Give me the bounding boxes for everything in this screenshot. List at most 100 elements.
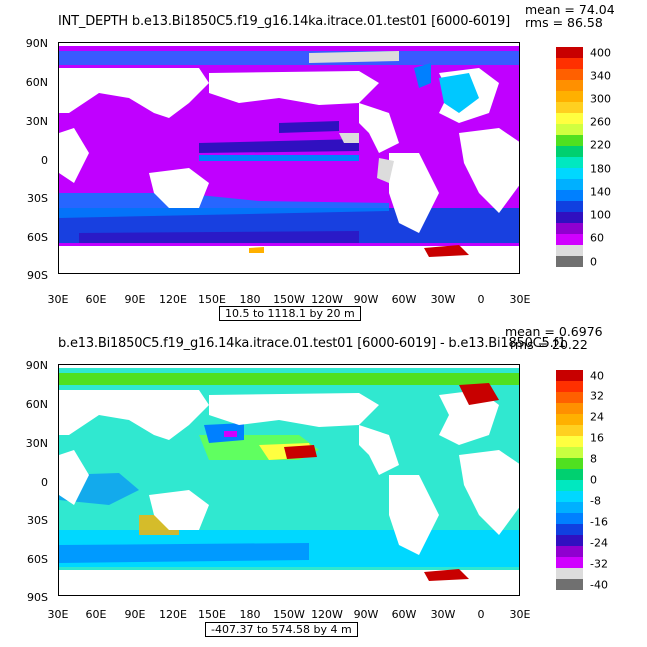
- lon-label: 30E: [509, 293, 531, 306]
- lat-label: 90N: [25, 359, 48, 372]
- colorbar-cell: [556, 157, 583, 168]
- lat-label: 60S: [27, 553, 48, 566]
- colorbar-cell: [556, 414, 583, 425]
- lon-label: 150E: [198, 608, 226, 621]
- lon-label: 60E: [85, 608, 107, 621]
- colorbar-tick-label: -24: [590, 536, 608, 550]
- europe-land: [439, 390, 499, 445]
- colorbar-tick-label: 60: [590, 231, 604, 245]
- colorbar-tick-label: 400: [590, 46, 611, 59]
- lon-label: 30W: [430, 608, 456, 621]
- colorbar-cell: [556, 47, 583, 58]
- colorbar-tick-label: -16: [590, 515, 608, 529]
- colorbar-tick-label: 8: [590, 452, 597, 466]
- colorbar-tick-label: -32: [590, 557, 608, 571]
- colorbar-cell: [556, 201, 583, 212]
- south-america-land: [389, 153, 439, 233]
- lon-label: 180: [239, 608, 261, 621]
- map-field: [59, 365, 519, 595]
- colorbar-cell: [556, 91, 583, 102]
- hot-spot: [424, 245, 469, 257]
- lon-label: 0: [477, 293, 485, 306]
- colorbar-cell: [556, 469, 583, 480]
- colorbar-tick-label: -8: [590, 494, 601, 508]
- lon-label: 120E: [159, 293, 187, 306]
- lon-label: 60E: [85, 293, 107, 306]
- colorbar-cell: [556, 190, 583, 201]
- colorbar-cell: [556, 458, 583, 469]
- colorbar-cell: [556, 513, 583, 524]
- colorbar-cell: [556, 502, 583, 513]
- lat-label: 90S: [27, 269, 48, 282]
- rms-stat: rms = 86.58: [525, 15, 603, 30]
- lon-label: 90E: [124, 293, 146, 306]
- lon-label: 120E: [159, 608, 187, 621]
- colorbar-cell: [556, 58, 583, 69]
- colorbar-tick-label: 16: [590, 431, 604, 445]
- colorbar: [556, 370, 583, 590]
- colorbar-cell: [556, 546, 583, 557]
- lon-label: 90W: [353, 293, 379, 306]
- australia-land: [149, 168, 209, 208]
- map-plot: [58, 364, 520, 596]
- lon-label: 30E: [509, 608, 531, 621]
- colorbar-cell: [556, 69, 583, 80]
- colorbar-cell: [556, 124, 583, 135]
- hot-spot: [284, 445, 317, 459]
- colorbar-cell: [556, 535, 583, 546]
- colorbar-cell: [556, 146, 583, 157]
- lon-label: 60W: [391, 293, 417, 306]
- colorbar-tick-label: 0: [590, 473, 597, 487]
- colorbar-cell: [556, 524, 583, 535]
- lat-label: 30N: [25, 437, 48, 450]
- colorbar-cell: [556, 425, 583, 436]
- lon-label: 120W: [311, 293, 343, 306]
- lat-label: 60N: [25, 76, 48, 89]
- lat-label: 0: [41, 154, 48, 167]
- lat-label: 60N: [25, 398, 48, 411]
- rms-stat: rms = 20.22: [510, 337, 588, 352]
- lon-label: 150W: [273, 608, 305, 621]
- panel-int-depth: INT_DEPTH b.e13.Bi1850C5.f19_g16.14ka.it…: [0, 0, 647, 323]
- colorbar-cell: [556, 568, 583, 579]
- colorbar-tick-label: 0: [590, 255, 597, 268]
- contour-range: 10.5 to 1118.1 by 20 m: [219, 306, 361, 321]
- lon-label: 120W: [311, 608, 343, 621]
- colorbar-tick-label: 220: [590, 138, 611, 152]
- colorbar-tick-label: 24: [590, 410, 604, 424]
- lon-label: 30E: [47, 608, 69, 621]
- colorbar-cell: [556, 168, 583, 179]
- colorbar-tick-label: 180: [590, 162, 611, 176]
- colorbar-cell: [556, 370, 583, 381]
- africa-land: [459, 128, 519, 213]
- lat-label: 90S: [27, 591, 48, 604]
- panel-title: INT_DEPTH b.e13.Bi1850C5.f19_g16.14ka.it…: [58, 14, 510, 29]
- colorbar-tick-label: -40: [590, 578, 608, 591]
- colorbar-cell: [556, 179, 583, 190]
- map-plot: [58, 42, 520, 274]
- colorbar-cell: [556, 480, 583, 491]
- mean-stat: mean = 0.6976: [505, 324, 603, 339]
- lon-label: 30E: [47, 293, 69, 306]
- colorbar-cell: [556, 113, 583, 124]
- panel-title: b.e13.Bi1850C5.f19_g16.14ka.itrace.01.te…: [58, 336, 567, 351]
- colorbar-cell: [556, 491, 583, 502]
- lat-label: 30S: [27, 192, 48, 205]
- colorbar-cell: [556, 135, 583, 146]
- colorbar-cell: [556, 447, 583, 458]
- colorbar-tick-label: 300: [590, 92, 611, 106]
- lat-label: 90N: [25, 37, 48, 50]
- lon-label: 150E: [198, 293, 226, 306]
- colorbar-cell: [556, 212, 583, 223]
- colorbar-tick-label: 32: [590, 389, 604, 403]
- africa-land: [459, 450, 519, 535]
- colorbar-cell: [556, 579, 583, 590]
- colorbar-cell: [556, 557, 583, 568]
- colorbar-tick-label: 100: [590, 208, 611, 222]
- australia-land: [149, 490, 209, 530]
- map-field: [59, 43, 519, 273]
- colorbar-cell: [556, 102, 583, 113]
- lon-label: 180: [239, 293, 261, 306]
- colorbar-cell: [556, 245, 583, 256]
- colorbar-cell: [556, 223, 583, 234]
